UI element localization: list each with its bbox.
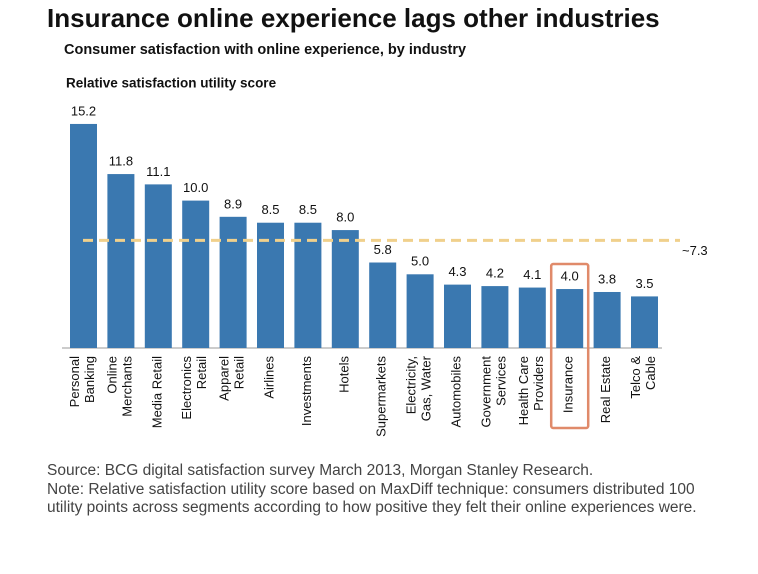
bar xyxy=(294,222,322,348)
chart-title: Insurance online experience lags other i… xyxy=(47,3,660,33)
value-label: 8.9 xyxy=(224,196,242,211)
y-axis-label: Relative satisfaction utility score xyxy=(66,76,277,91)
x-tick-label: PersonalBanking xyxy=(67,356,97,407)
note: Note: Relative satisfaction utility scor… xyxy=(47,481,697,516)
x-tick-label: Investments xyxy=(299,356,314,427)
x-tick-label: Airlines xyxy=(262,356,277,399)
bar xyxy=(182,200,210,348)
bar xyxy=(593,291,621,348)
source: Source: BCG digital satisfaction survey … xyxy=(47,462,594,479)
x-tick-label: Media Retail xyxy=(150,356,165,428)
bar xyxy=(219,216,247,348)
chart-subtitle: Consumer satisfaction with online experi… xyxy=(64,42,466,58)
x-tick-label: GovernmentServices xyxy=(479,356,509,428)
bar xyxy=(144,184,172,348)
bar xyxy=(556,289,584,348)
value-label: 3.5 xyxy=(635,276,653,291)
chart: Insurance online experience lags other i… xyxy=(47,3,708,437)
value-label: 8.5 xyxy=(261,202,279,217)
x-tick-label: Telco &Cable xyxy=(628,356,658,399)
x-tick-label: Health CareProviders xyxy=(516,356,546,426)
value-label: 5.8 xyxy=(374,242,392,257)
bar xyxy=(481,286,509,348)
bar xyxy=(444,284,471,348)
bar xyxy=(631,296,658,348)
bar xyxy=(107,174,135,348)
x-tick-label: Real Estate xyxy=(599,356,614,423)
bar xyxy=(257,222,284,348)
value-label: 3.8 xyxy=(598,271,616,286)
x-tick-label: ElectronicsRetail xyxy=(180,356,210,420)
value-label: 4.3 xyxy=(448,264,466,279)
x-tick-label: Automobiles xyxy=(449,356,464,428)
x-tick-label: Insurance xyxy=(561,356,576,413)
x-tick-label: OnlineMerchants xyxy=(105,356,135,417)
bar xyxy=(406,274,434,348)
x-tick-label: Supermarkets xyxy=(374,356,389,437)
highlight-box xyxy=(549,262,590,430)
value-label: 11.1 xyxy=(146,164,170,179)
bar xyxy=(518,287,546,348)
value-label: 5.0 xyxy=(411,254,429,269)
value-label: 8.0 xyxy=(336,210,354,225)
reference-label: ~7.3 xyxy=(682,243,708,258)
x-tick-label: Electricity,Gas, Water xyxy=(404,355,434,421)
bar xyxy=(331,230,359,348)
value-label: 10.0 xyxy=(183,180,208,195)
bar xyxy=(70,123,97,349)
value-label: 4.2 xyxy=(486,266,504,281)
value-label: 15.2 xyxy=(71,103,96,118)
value-label: 11.8 xyxy=(109,154,133,169)
value-label: 8.5 xyxy=(299,202,317,217)
value-label: 4.0 xyxy=(561,268,579,283)
bar xyxy=(369,262,397,348)
value-label: 4.1 xyxy=(523,267,541,282)
x-tick-label: ApparelRetail xyxy=(217,356,247,401)
x-tick-label: Hotels xyxy=(337,356,352,393)
